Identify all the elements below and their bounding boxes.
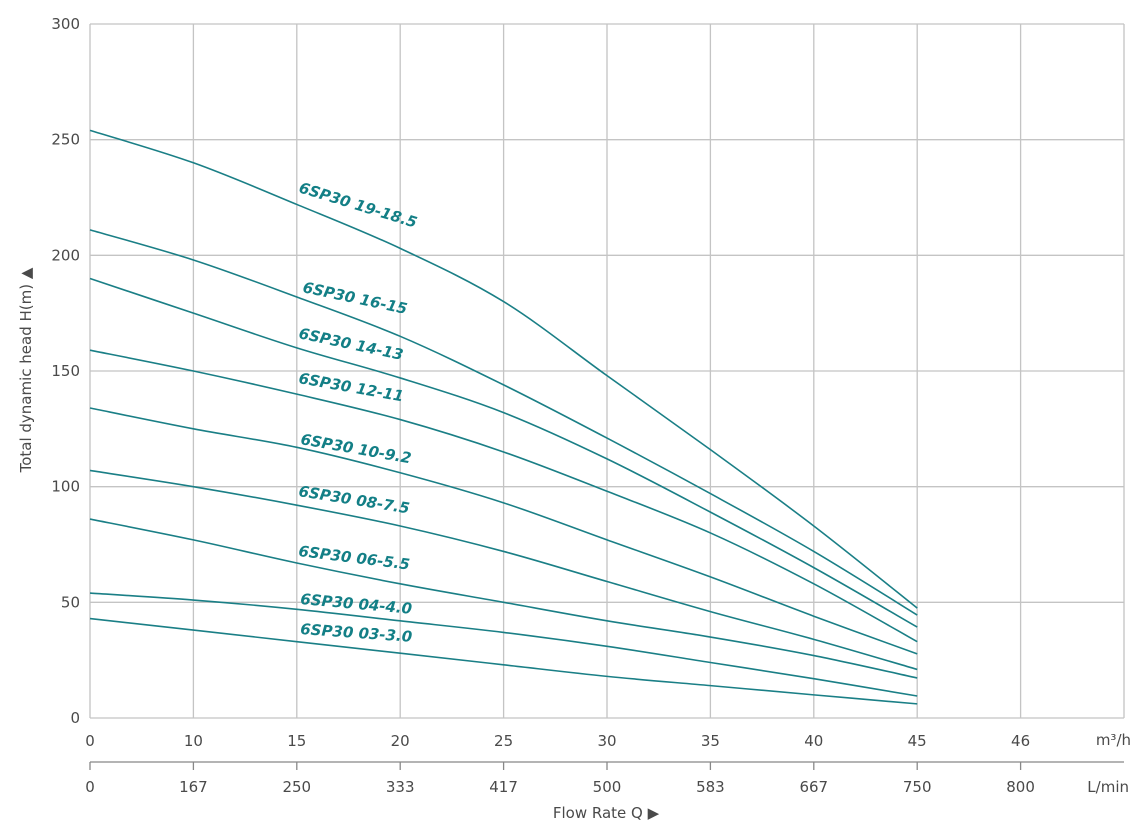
- curve-6sp30-08-7-5: [89, 469, 918, 671]
- curve-label: 6SP30 14-13: [297, 324, 405, 364]
- x-tick-label: 15: [287, 732, 306, 750]
- x-tick-label: 30: [597, 732, 616, 750]
- grid: [89, 23, 1125, 719]
- x-axis-label: Flow Rate Q ▶: [553, 804, 660, 822]
- y-tick-label: 200: [51, 246, 80, 264]
- x2-tick-label: 167: [179, 778, 208, 796]
- curve-6sp30-14-13: [89, 277, 918, 628]
- y-tick-label: 50: [61, 593, 80, 611]
- curves: [89, 129, 918, 705]
- curve-label: 6SP30 06-5.5: [298, 542, 411, 574]
- x-tick-label: 35: [701, 732, 720, 750]
- y-tick-label: 0: [70, 709, 80, 727]
- curve-6sp30-16-15: [89, 229, 918, 616]
- x-tick-label: 0: [85, 732, 95, 750]
- x-tick-label: 20: [391, 732, 410, 750]
- x2-tick-label: 800: [1006, 778, 1035, 796]
- x-tick-label: 46: [1011, 732, 1030, 750]
- curve-label: 6SP30 08-7.5: [297, 482, 410, 517]
- x2-tick-label: 417: [489, 778, 518, 796]
- x-tick-label: 25: [494, 732, 513, 750]
- y-tick-label: 300: [51, 15, 80, 33]
- curve-label: 6SP30 04-4.0: [300, 590, 413, 618]
- curve-6sp30-03-3-0: [89, 617, 918, 705]
- curve-6sp30-04-4-0: [89, 592, 918, 697]
- x-tick-label: 40: [804, 732, 823, 750]
- x2-tick-label: 583: [696, 778, 725, 796]
- curve-6sp30-10-9-2: [89, 407, 918, 655]
- x2-unit-label: L/min: [1087, 778, 1129, 796]
- x2-tick-label: 667: [799, 778, 828, 796]
- y-tick-label: 150: [51, 362, 80, 380]
- x2-tick-label: 0: [85, 778, 95, 796]
- x-unit-label: m³/h: [1096, 731, 1131, 749]
- x-tick-label: 45: [908, 732, 927, 750]
- y-tick-label: 250: [51, 131, 80, 149]
- x2-tick-label: 333: [386, 778, 415, 796]
- x2-tick-label: 250: [282, 778, 311, 796]
- curve-6sp30-19-18-5: [89, 129, 918, 609]
- y-tick-label: 100: [51, 478, 80, 496]
- y-axis-label: Total dynamic head H(m) ▲: [17, 267, 35, 473]
- x2-tick-label: 750: [903, 778, 932, 796]
- x-tick-label: 10: [184, 732, 203, 750]
- curve-6sp30-12-11: [89, 349, 918, 643]
- x2-tick-label: 500: [593, 778, 622, 796]
- curve-6sp30-06-5-5: [89, 518, 918, 679]
- curve-label: 6SP30 16-15: [301, 278, 409, 318]
- curve-label: 6SP30 03-3.0: [300, 620, 413, 646]
- axes: 0 50 100 150 200 250 300 0 10 15 20 25 30 35 40 45 46 0 16…: [51, 15, 1124, 796]
